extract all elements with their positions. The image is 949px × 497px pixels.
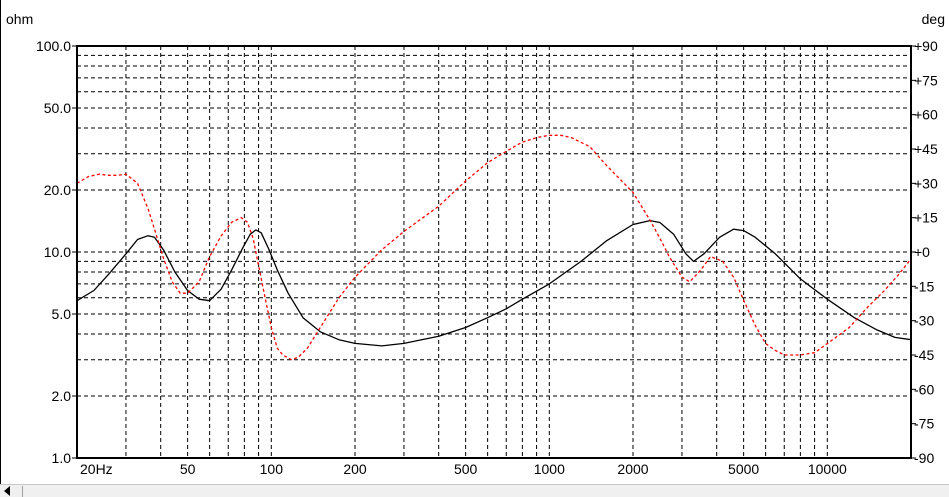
right-axis-unit: deg [922,11,945,27]
left-axis-tick-label: 50.0 [44,100,71,116]
right-axis-tick-label: -90 [914,450,934,466]
x-axis-tick-label: 10000 [808,461,847,477]
window-left-border [0,0,1,496]
impedance-curve [76,219,912,347]
x-axis-tick-label: 1000 [534,461,565,477]
horizontal-scrollbar[interactable] [0,484,949,497]
x-axis-tick-label: 100 [260,461,284,477]
right-axis-tick-label: -15 [914,278,934,294]
left-axis-unit: ohm [6,11,33,27]
right-axis-tick-label: +30 [914,175,938,191]
right-axis-tick-label: +60 [914,107,938,123]
x-axis-tick-label: 200 [343,461,367,477]
x-axis-tick-label: 5000 [728,461,759,477]
scroll-left-arrow-icon[interactable] [4,486,10,496]
right-axis-tick-label: +75 [914,72,938,88]
scrollbar-thumb-edge[interactable] [22,486,23,497]
left-axis-tick-label: 100.0 [36,38,71,54]
x-axis-tick-label: 50 [180,461,196,477]
left-axis-tick-label: 1.0 [52,450,72,466]
x-axis-tick-label: 20Hz [80,461,113,477]
right-axis-tick-label: -60 [914,381,934,397]
x-axis-tick-label: 500 [454,461,478,477]
right-axis-tick-label: +0 [914,244,930,260]
right-axis-tick-label: +15 [914,210,938,226]
axis-labels: ohm deg 100.0 50.0 20.0 10.0 5.0 2.0 1.0 +90 +75… [6,11,945,477]
right-axis-tick-label: +45 [914,141,938,157]
grid-lines [77,46,911,458]
data-curves [76,134,912,361]
right-axis-tick-label: -45 [914,347,934,363]
left-axis-tick-label: 2.0 [52,388,72,404]
left-axis-tick-label: 10.0 [44,244,71,260]
right-axis-tick-label: +90 [914,38,938,54]
right-axis-tick-label: -75 [914,416,934,432]
left-axis-tick-label: 20.0 [44,182,71,198]
phase-curve [76,134,912,361]
x-axis-tick-label: 2000 [617,461,648,477]
left-axis-tick-label: 5.0 [52,306,72,322]
right-axis-tick-label: -30 [914,313,934,329]
